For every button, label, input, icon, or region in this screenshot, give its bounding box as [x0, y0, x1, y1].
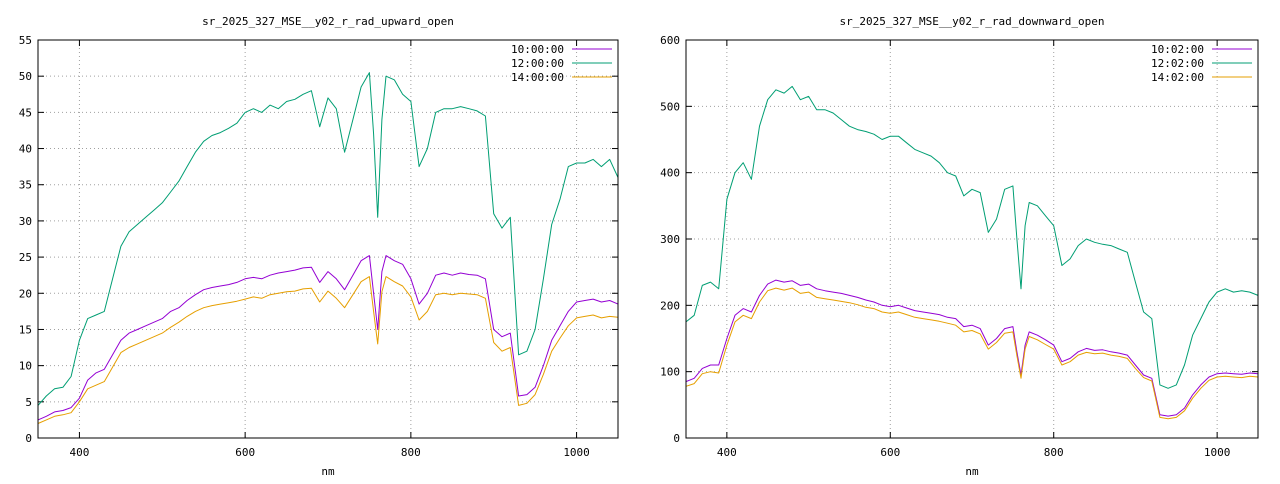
upward-x-tick-label: 800 — [401, 446, 421, 459]
downward-legend-label: 14:02:00 — [1151, 71, 1204, 84]
upward-plot-frame — [37, 39, 619, 439]
downward-y-tick-label: 0 — [673, 432, 680, 445]
upward-y-tick-label: 40 — [19, 143, 32, 156]
upward-y-tick-label: 0 — [25, 432, 32, 445]
upward-y-tick-label: 30 — [19, 215, 32, 228]
upward-y-tick-label: 45 — [19, 106, 32, 119]
downward-legend-label: 10:02:00 — [1151, 43, 1204, 56]
upward-series-line-2 — [37, 276, 619, 424]
upward-x-tick-label: 600 — [235, 446, 255, 459]
upward-y-tick-label: 55 — [19, 34, 32, 47]
downward-series-line-1 — [685, 85, 1259, 389]
upward-y-tick-label: 50 — [19, 70, 32, 83]
downward-y-tick-label: 400 — [660, 167, 680, 180]
downward-x-tick-label: 800 — [1044, 446, 1064, 459]
upward-y-tick-label: 35 — [19, 179, 32, 192]
upward-y-tick-label: 5 — [25, 396, 32, 409]
upward-y-tick-label: 15 — [19, 323, 32, 336]
downward-panel: sr_2025_327_MSE__y02_r_rad_downward_open… — [660, 15, 1259, 478]
downward-x-tick-label: 400 — [717, 446, 737, 459]
downward-y-tick-label: 100 — [660, 366, 680, 379]
downward-x-tick-label: 600 — [880, 446, 900, 459]
upward-series-line-1 — [37, 72, 619, 406]
upward-x-tick-label: 400 — [69, 446, 89, 459]
downward-series-line-2 — [685, 287, 1259, 420]
upward-legend-label: 10:00:00 — [511, 43, 564, 56]
downward-series-line-0 — [685, 279, 1259, 417]
downward-x-axis-label: nm — [965, 465, 979, 478]
upward-panel: sr_2025_327_MSE__y02_r_rad_upward_open 0 5… — [19, 15, 619, 478]
downward-y-tick-label: 500 — [660, 100, 680, 113]
upward-x-axis-label: nm — [321, 465, 335, 478]
upward-y-tick-label: 10 — [19, 360, 32, 373]
upward-legend-label: 12:00:00 — [511, 57, 564, 70]
upward-y-tick-label: 20 — [19, 287, 32, 300]
downward-y-tick-label: 200 — [660, 299, 680, 312]
downward-chart-title: sr_2025_327_MSE__y02_r_rad_downward_open — [840, 15, 1105, 28]
downward-y-tick-label: 300 — [660, 233, 680, 246]
upward-legend-label: 14:00:00 — [511, 71, 564, 84]
downward-plot-frame — [685, 39, 1259, 439]
downward-x-tick-label: 1000 — [1204, 446, 1231, 459]
downward-legend-label: 12:02:00 — [1151, 57, 1204, 70]
upward-series-line-0 — [37, 255, 619, 421]
upward-x-tick-label: 1000 — [563, 446, 590, 459]
upward-chart-title: sr_2025_327_MSE__y02_r_rad_upward_open — [202, 15, 454, 28]
downward-y-tick-label: 600 — [660, 34, 680, 47]
upward-y-tick-label: 25 — [19, 251, 32, 264]
